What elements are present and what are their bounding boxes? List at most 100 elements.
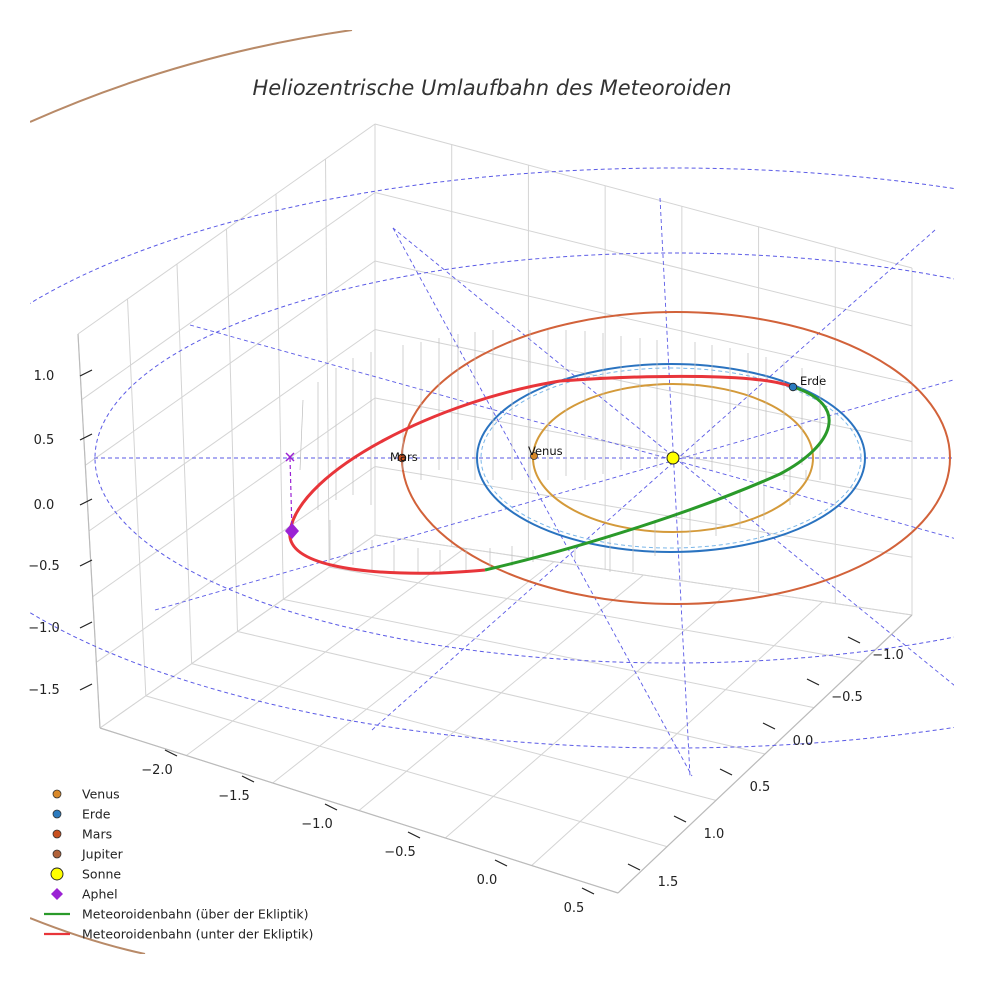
z-tick-label: 1.0 <box>34 369 55 384</box>
legend: Venus Erde Mars Jupiter Sonne Aphel Meteoroide… <box>44 787 313 942</box>
aphelion-x-marker <box>285 452 295 462</box>
orbit-layer <box>30 30 954 954</box>
legend-item-mars: Mars <box>52 827 112 842</box>
meteoroid-path-below-2 <box>288 530 486 575</box>
y-tick-mark <box>762 722 776 730</box>
grid-line-floor-b <box>283 598 815 709</box>
grid-line-floor-b <box>191 663 717 801</box>
grid-line-floor-b <box>374 534 913 616</box>
y-tick-label: 1.5 <box>658 875 679 890</box>
y-tick-label: 1.0 <box>704 827 725 842</box>
reference-line-1 <box>392 227 693 777</box>
y-tick-label: 0.0 <box>793 734 814 749</box>
legend-label: Meteoroidenbahn (über der Ekliptik) <box>82 907 308 922</box>
x-tick-mark <box>164 749 178 757</box>
legend-item-venus: Venus <box>52 787 120 802</box>
grid-line-floor-b <box>237 631 766 755</box>
chart-title: Heliozentrische Umlaufbahn des Meteoroid… <box>252 76 731 100</box>
grid-line-right-horiz <box>374 123 913 269</box>
mars-marker <box>397 453 407 463</box>
x-tick-mark <box>581 887 595 895</box>
z-tick-label: 0.5 <box>34 433 55 448</box>
legend-label: Mars <box>82 827 112 842</box>
z-tick-label: −1.5 <box>28 683 60 698</box>
meteoroid-path-above <box>484 385 831 572</box>
grid-line-left-horiz <box>92 397 376 598</box>
axis-ticks: −2.0 −1.5 −1.0 −0.5 0.0 0.5 −1.0 −0.5 0.0 0.5 1.0 1… <box>28 369 904 916</box>
legend-item-jupiter: Jupiter <box>52 847 124 862</box>
z-tick-mark <box>79 369 93 377</box>
legend-item-aphel: Aphel <box>51 887 118 902</box>
axis-z-line <box>77 333 101 729</box>
aphelion-diamond <box>285 523 299 539</box>
legend-label: Venus <box>82 787 120 802</box>
z-tick-mark <box>79 498 93 506</box>
meteoroid-orbit <box>288 374 831 575</box>
x-tick-mark <box>494 859 508 867</box>
x-tick-mark <box>241 775 255 783</box>
z-tick-mark <box>79 683 93 691</box>
legend-item-meteoroidenbahn-unter-der-ekliptik-: Meteoroidenbahn (unter der Ekliptik) <box>44 927 313 942</box>
y-tick-mark <box>806 678 820 686</box>
legend-label: Meteoroidenbahn (unter der Ekliptik) <box>82 927 313 942</box>
legend-item-sonne: Sonne <box>50 867 121 882</box>
reference-line-4 <box>659 197 691 777</box>
x-tick-mark <box>407 831 421 839</box>
venus-label: Venus <box>528 444 563 458</box>
y-tick-mark <box>673 815 687 823</box>
x-tick-label: −2.0 <box>141 763 173 778</box>
grid-line-right-horiz <box>374 466 913 558</box>
z-tick-mark <box>79 621 93 629</box>
z-tick-label: 0.0 <box>34 498 55 513</box>
x-tick-label: −0.5 <box>384 845 416 860</box>
y-tick-mark <box>847 636 861 644</box>
y-tick-label: −1.0 <box>872 648 904 663</box>
legend-label: Erde <box>82 807 111 822</box>
earth-orbit-dashed <box>480 367 862 549</box>
mars-label: Mars <box>390 450 418 464</box>
legend-marker-diamond <box>51 888 63 900</box>
grid-line-left-horiz <box>77 123 376 335</box>
x-tick-label: −1.0 <box>301 817 333 832</box>
grid-line-right-horiz <box>374 260 913 385</box>
axes-grid <box>77 123 913 894</box>
legend-marker-circle <box>52 809 62 819</box>
z-tick-mark <box>79 559 93 567</box>
sun-marker <box>666 451 680 465</box>
earth-orbit <box>476 363 866 553</box>
legend-item-meteoroidenbahn-über-der-ekliptik-: Meteoroidenbahn (über der Ekliptik) <box>44 907 308 922</box>
x-tick-label: 0.5 <box>564 901 585 916</box>
z-tick-mark <box>79 433 93 441</box>
reference-lines <box>94 197 954 777</box>
legend-label: Jupiter <box>81 847 124 862</box>
legend-label: Aphel <box>82 887 118 902</box>
jupiter-orbit-arc-top <box>30 30 353 123</box>
drop-line <box>299 399 304 471</box>
jupiter-orbit-arc-bottom <box>30 917 146 954</box>
grid-line-left-horiz <box>85 260 376 466</box>
reference-circle-outer <box>30 167 954 749</box>
reference-line-2 <box>189 324 954 539</box>
grid-line-left-horiz <box>81 192 376 401</box>
grid-line-floor-b <box>329 566 864 662</box>
meteoroid-path-below <box>288 374 794 532</box>
legend-marker-sun <box>50 867 64 881</box>
earth-label: Erde <box>800 374 826 388</box>
earth-marker <box>788 382 798 392</box>
z-tick-label: −0.5 <box>28 559 60 574</box>
aphelion-drop <box>289 457 293 532</box>
x-tick-label: 0.0 <box>477 873 498 888</box>
z-tick-label: −1.0 <box>28 621 60 636</box>
legend-marker-circle <box>52 849 62 859</box>
legend-marker-circle <box>52 789 62 799</box>
y-tick-mark <box>627 863 641 871</box>
y-tick-label: 0.5 <box>750 780 771 795</box>
y-tick-label: −0.5 <box>831 690 863 705</box>
grid-line-right-horiz <box>374 192 913 327</box>
axis-x-line <box>99 727 619 894</box>
venus-marker <box>530 452 538 460</box>
grid-line-left-horiz <box>96 466 376 663</box>
y-tick-mark <box>719 768 733 776</box>
axis-y-line <box>617 614 913 894</box>
